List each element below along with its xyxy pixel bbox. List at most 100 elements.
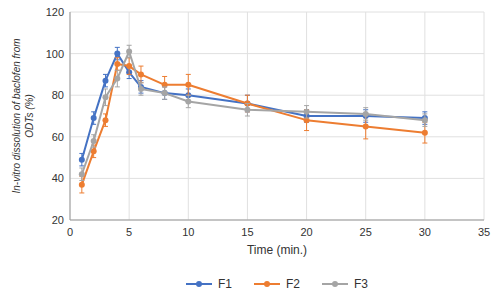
error-bar-cap: [138, 66, 143, 67]
error-bar-cap: [162, 86, 167, 87]
y-tick-label: 20: [52, 214, 64, 226]
legend-marker: [264, 281, 270, 287]
error-bar-cap: [363, 107, 368, 108]
error-bar-cap: [79, 165, 84, 166]
error-bar: [304, 110, 309, 131]
legend-label: F3: [354, 277, 368, 291]
legend-label: F1: [218, 277, 232, 291]
legend-marker: [332, 281, 338, 287]
error-bar-cap: [422, 111, 427, 112]
x-tick-label: 35: [478, 226, 490, 238]
error-bar-cap: [422, 143, 427, 144]
error-bar-cap: [162, 99, 167, 100]
point: [162, 82, 168, 88]
error-bar: [245, 95, 250, 112]
point: [102, 78, 108, 84]
y-grid-line: [70, 95, 484, 96]
error-bar-cap: [304, 130, 309, 131]
legend: F1 F2 F3: [186, 277, 368, 291]
error-bar-cap: [127, 45, 132, 46]
legend-item: F3: [322, 277, 368, 291]
y-axis-label-line: ODTs (%): [24, 94, 35, 138]
series-line: [82, 52, 425, 175]
series-line: [82, 64, 425, 185]
error-bar-cap: [245, 116, 250, 117]
x-tick-label: 10: [182, 226, 194, 238]
error-bar-cap: [186, 107, 191, 108]
point: [126, 63, 132, 69]
y-tick-label: 40: [52, 172, 64, 184]
error-bar-cap: [363, 120, 368, 121]
point: [114, 61, 120, 67]
x-tick-label: 20: [300, 226, 312, 238]
point: [91, 138, 97, 144]
x-grid-line: [306, 12, 307, 220]
error-bar: [186, 95, 191, 107]
error-bar-cap: [115, 57, 120, 58]
error-bar: [304, 106, 309, 118]
legend-label: F2: [286, 277, 300, 291]
point: [138, 86, 144, 92]
point: [79, 157, 85, 163]
x-axis-label: Time (min.): [247, 243, 307, 257]
error-bar-cap: [162, 99, 167, 100]
x-tick-label: 5: [126, 226, 132, 238]
error-bar-cap: [245, 95, 250, 96]
legend-item: F2: [254, 277, 300, 291]
grid: [70, 12, 484, 220]
point: [185, 82, 191, 88]
error-bar-cap: [186, 95, 191, 96]
error-bar-cap: [245, 103, 250, 104]
error-bar: [363, 110, 368, 122]
error-bar-cap: [127, 78, 132, 79]
point: [114, 76, 120, 82]
y-tick-label: 60: [52, 131, 64, 143]
point: [363, 111, 369, 117]
y-grid-line: [70, 53, 484, 54]
error-bar-cap: [138, 95, 143, 96]
point: [304, 117, 310, 123]
y-tick-label: 80: [52, 89, 64, 101]
point: [126, 49, 132, 55]
point: [79, 182, 85, 188]
error-bar: [186, 74, 191, 95]
y-tick-label: 120: [46, 6, 64, 18]
error-bar-cap: [304, 105, 309, 106]
error-bar-cap: [186, 74, 191, 75]
chart: 2040608010012005101520253035Time (min.)I…: [0, 0, 500, 298]
x-tick-label: 25: [360, 226, 372, 238]
error-bar-cap: [79, 192, 84, 193]
point: [114, 51, 120, 57]
point: [162, 90, 168, 96]
error-bar-cap: [115, 70, 120, 71]
point: [162, 90, 168, 96]
error-bar-cap: [422, 113, 427, 114]
error-bar-cap: [422, 126, 427, 127]
x-grid-line: [70, 12, 71, 220]
error-bar-cap: [162, 76, 167, 77]
x-grid-line: [424, 12, 425, 220]
error-bar-cap: [115, 86, 120, 87]
error-bar-cap: [245, 95, 250, 96]
error-bar: [162, 87, 167, 99]
error-bar-cap: [115, 47, 120, 48]
point: [91, 115, 97, 121]
error-bar: [245, 95, 250, 112]
y-grid-line: [70, 178, 484, 179]
x-tick-label: 0: [67, 226, 73, 238]
point: [102, 94, 108, 100]
error-bar-cap: [79, 180, 84, 181]
y-grid-line: [70, 12, 484, 13]
x-tick-label: 15: [241, 226, 253, 238]
y-tick-label: 100: [46, 48, 64, 60]
y-grid-line: [70, 220, 484, 221]
error-bar: [115, 47, 120, 59]
point: [422, 130, 428, 136]
error-bar-cap: [103, 88, 108, 89]
error-bar: [245, 104, 250, 116]
error-bar-cap: [115, 70, 120, 71]
legend-marker: [196, 281, 202, 287]
error-bar: [422, 114, 427, 126]
error-bar: [363, 108, 368, 120]
x-axis-line: [70, 220, 484, 221]
